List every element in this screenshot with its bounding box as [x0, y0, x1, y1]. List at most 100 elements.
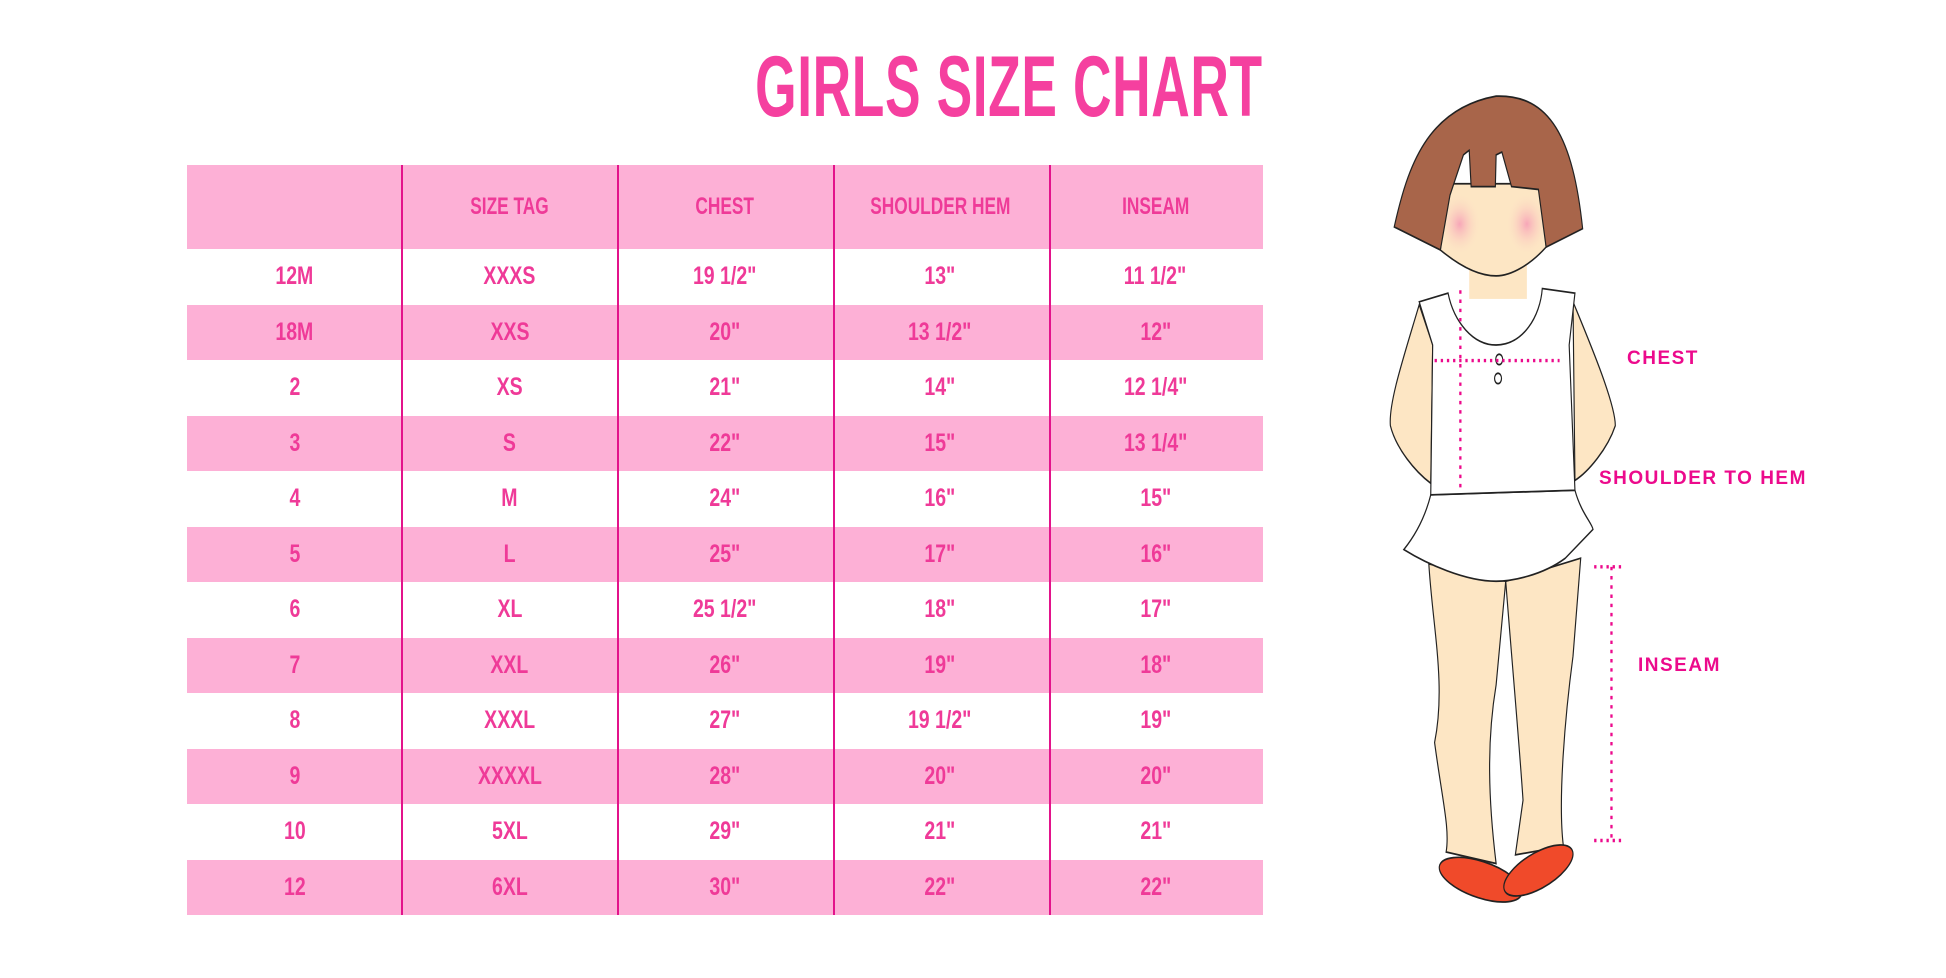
- table-cell: S: [402, 416, 617, 472]
- cell-value: 10: [283, 817, 306, 846]
- cell-value: M: [501, 484, 518, 513]
- cell-value: 13": [924, 262, 956, 291]
- cell-value: 15": [924, 428, 956, 457]
- cell-value: 2: [289, 373, 301, 402]
- cell-value: 6: [289, 595, 301, 624]
- table-cell: 18": [1048, 638, 1263, 694]
- table-cell: 30": [617, 860, 832, 916]
- table-cell: 9: [187, 749, 402, 805]
- cell-value: 27": [709, 706, 741, 735]
- cell-value: L: [503, 539, 516, 568]
- table-cell: 19 1/2": [617, 249, 832, 305]
- cell-value: XXL: [490, 650, 529, 679]
- cell-value: 19 1/2": [693, 262, 757, 291]
- cell-value: 5: [289, 539, 301, 568]
- table-row: 12M XXXS 19 1/2" 13" 11 1/2": [187, 249, 1263, 305]
- table-cell: XS: [402, 360, 617, 416]
- cell-value: 18": [924, 595, 956, 624]
- table-row: 7 XXL 26" 19" 18": [187, 637, 1263, 694]
- cell-value: 11 1/2": [1124, 262, 1187, 291]
- table-cell: 6XL: [402, 860, 617, 916]
- table-cell: 19": [1048, 693, 1263, 749]
- table-cell: XL: [402, 582, 617, 638]
- chest-label: CHEST: [1627, 348, 1699, 369]
- table-row: 3 S 22" 15" 13 1/4": [187, 415, 1263, 472]
- girl-measurement-illustration: [1350, 80, 1946, 973]
- table-cell: 22": [617, 416, 832, 472]
- table-cell: 18M: [187, 305, 402, 361]
- table-row: 8 XXXL 27" 19 1/2" 19": [187, 693, 1263, 749]
- table-cell: 16": [1048, 527, 1263, 583]
- table-cell: 14": [833, 360, 1048, 416]
- table-cell: XXL: [402, 638, 617, 694]
- girl-figure-svg: [1389, 95, 1622, 903]
- cell-value: 15": [1139, 484, 1171, 513]
- cell-value: 6XL: [491, 872, 528, 901]
- right-arm: [1572, 298, 1616, 482]
- table-cell: 21": [617, 360, 832, 416]
- table-cell: 26": [617, 638, 832, 694]
- table-cell: 10: [187, 804, 402, 860]
- table-row: 4 M 24" 16" 15": [187, 471, 1263, 527]
- cell-value: 16": [1139, 539, 1171, 568]
- cell-value: 20": [924, 761, 956, 790]
- cell-value: 7: [289, 650, 301, 679]
- table-cell: 7: [187, 638, 402, 694]
- table-cell: L: [402, 527, 617, 583]
- cell-value: 17": [1139, 595, 1171, 624]
- cell-value: 29": [709, 817, 741, 846]
- table-cell: 27": [617, 693, 832, 749]
- cell-value: 19 1/2": [908, 706, 972, 735]
- cell-value: 4: [289, 484, 301, 513]
- table-cell: XXS: [402, 305, 617, 361]
- cell-value: 19": [1139, 706, 1171, 735]
- cell-value: 26": [709, 650, 741, 679]
- table-cell: 20": [833, 749, 1048, 805]
- table-row: 2 XS 21" 14" 12 1/4": [187, 360, 1263, 416]
- column-divider: [617, 165, 619, 915]
- table-cell: 17": [833, 527, 1048, 583]
- table-cell: XXXS: [402, 249, 617, 305]
- table-cell: 11 1/2": [1048, 249, 1263, 305]
- table-cell: M: [402, 471, 617, 527]
- cell-value: 22": [709, 428, 741, 457]
- table-row: 18M XXS 20" 13 1/2" 12": [187, 304, 1263, 361]
- cell-value: 16": [924, 484, 956, 513]
- column-header: SHOULDER HEM: [870, 193, 1011, 220]
- cell-value: 21": [1139, 817, 1171, 846]
- table-cell: 25": [617, 527, 832, 583]
- skirt: [1402, 489, 1594, 583]
- table-cell: 28": [617, 749, 832, 805]
- table-cell: XXXL: [402, 693, 617, 749]
- cell-value: 21": [709, 373, 741, 402]
- cell-value: 18M: [275, 317, 314, 346]
- cell-value: XXS: [490, 317, 530, 346]
- table-cell: SIZE TAG: [402, 165, 617, 249]
- table-cell: 13 1/4": [1048, 416, 1263, 472]
- left-arm: [1389, 302, 1434, 485]
- cell-value: XXXL: [484, 706, 536, 735]
- column-header: CHEST: [695, 193, 755, 220]
- right-shoe: [1503, 844, 1574, 897]
- table-cell: 12": [1048, 305, 1263, 361]
- table-cell: CHEST: [617, 165, 832, 249]
- table-cell: 15": [1048, 471, 1263, 527]
- cell-value: XXXXL: [477, 761, 542, 790]
- cell-value: 24": [709, 484, 741, 513]
- cell-value: 9: [289, 761, 301, 790]
- table-cell: 12: [187, 860, 402, 916]
- inseam-label: INSEAM: [1638, 655, 1721, 676]
- table-cell: 4: [187, 471, 402, 527]
- column-divider: [833, 165, 835, 915]
- table-cell: 5: [187, 527, 402, 583]
- cell-value: 3: [289, 428, 301, 457]
- cell-value: 22": [924, 872, 956, 901]
- table-cell: 19 1/2": [833, 693, 1048, 749]
- cell-value: XL: [497, 595, 523, 624]
- cell-value: S: [503, 428, 517, 457]
- table-cell: [187, 165, 402, 249]
- shirt: [1418, 287, 1576, 496]
- table-cell: 22": [1048, 860, 1263, 916]
- table-cell: INSEAM: [1048, 165, 1263, 249]
- cell-value: 19": [924, 650, 956, 679]
